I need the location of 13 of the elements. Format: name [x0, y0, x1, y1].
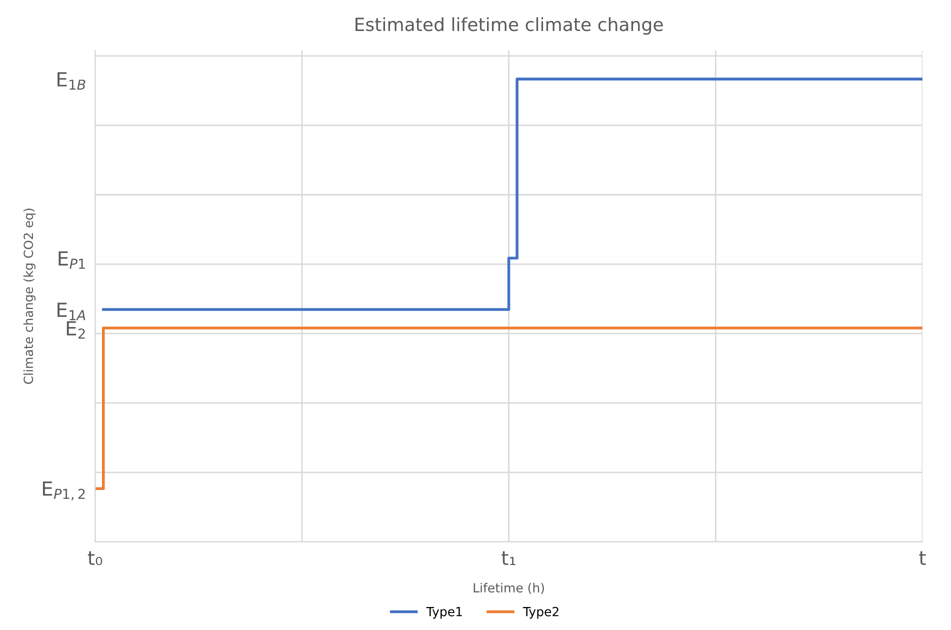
text: E$_{1A}$: [58, 302, 86, 320]
x-axis-title: Lifetime (h): [474, 582, 544, 594]
chart-title: Estimated lifetime climate change: [356, 17, 663, 35]
text: E$_{P1,2}$: [42, 481, 85, 500]
legend-label: Type2: [522, 606, 558, 619]
text: E$_{1B}$: [58, 72, 86, 90]
x-tick-label: t₁: [502, 551, 516, 565]
text: E$_{2}$: [66, 321, 85, 339]
legend-label: Type1: [426, 607, 462, 619]
x-tick-label: t₀: [88, 551, 102, 566]
y-axis-title: Climate change (kg CO2 eq): [23, 208, 36, 384]
text: E$_{P1}$: [58, 251, 85, 269]
x-tick-label: t: [919, 551, 926, 565]
